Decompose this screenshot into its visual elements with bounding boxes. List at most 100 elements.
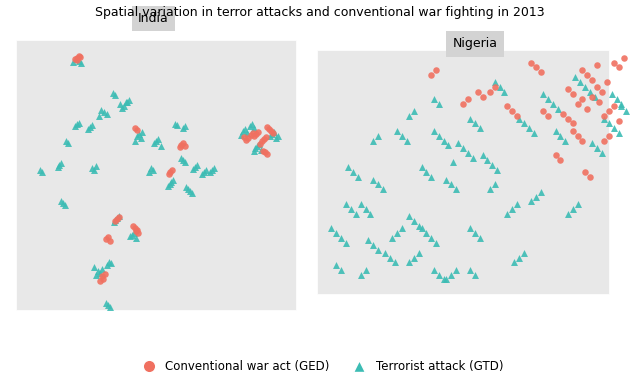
Point — [271, 135, 281, 141]
Point — [477, 93, 488, 100]
Point — [611, 96, 621, 102]
Point — [246, 121, 257, 127]
Point — [253, 129, 264, 135]
Point — [58, 200, 68, 206]
Point — [61, 138, 72, 144]
Point — [63, 140, 74, 146]
Point — [165, 169, 175, 175]
Point — [592, 62, 602, 68]
Point — [372, 181, 383, 188]
Point — [71, 56, 81, 62]
Point — [124, 97, 134, 103]
Point — [114, 214, 124, 220]
Point — [538, 108, 548, 114]
Point — [131, 228, 141, 234]
Point — [451, 186, 461, 192]
Point — [360, 267, 371, 273]
Point — [181, 184, 191, 190]
Point — [390, 259, 400, 266]
Point — [95, 270, 105, 276]
Point — [326, 225, 337, 231]
Point — [119, 103, 129, 109]
Point — [441, 276, 451, 283]
Point — [187, 190, 197, 196]
Point — [102, 262, 112, 269]
Point — [114, 213, 124, 219]
Point — [397, 225, 407, 231]
Point — [331, 230, 341, 236]
Point — [426, 235, 436, 241]
Point — [402, 137, 412, 144]
Point — [372, 247, 383, 253]
Point — [592, 145, 602, 151]
Point — [261, 134, 271, 140]
Point — [70, 56, 80, 62]
Point — [472, 89, 483, 95]
Point — [168, 178, 179, 184]
Point — [106, 261, 116, 267]
Point — [346, 206, 356, 212]
Point — [97, 266, 107, 273]
Point — [76, 59, 86, 66]
Point — [112, 216, 122, 222]
Point — [164, 181, 175, 188]
Point — [524, 125, 534, 132]
Point — [580, 84, 590, 90]
Point — [514, 115, 524, 122]
Point — [484, 186, 495, 192]
Point — [568, 91, 578, 97]
Point — [240, 126, 250, 132]
Point — [336, 267, 346, 273]
Point — [397, 132, 407, 139]
Point — [470, 271, 481, 278]
Point — [37, 169, 47, 175]
Point — [433, 271, 444, 278]
Point — [550, 128, 561, 134]
Point — [577, 67, 588, 73]
Point — [35, 167, 45, 173]
Point — [514, 254, 524, 261]
Point — [519, 120, 529, 127]
Point — [529, 130, 539, 136]
Point — [556, 132, 566, 139]
Point — [487, 162, 497, 168]
Text: Spatial variation in terror attacks and conventional war fighting in 2013: Spatial variation in terror attacks and … — [95, 6, 545, 19]
Point — [580, 169, 590, 175]
Point — [201, 167, 211, 173]
Point — [572, 101, 582, 107]
Point — [490, 84, 500, 90]
Point — [148, 167, 158, 173]
Point — [421, 169, 431, 175]
Point — [575, 79, 585, 85]
Point — [207, 167, 217, 173]
Point — [95, 278, 105, 284]
Point — [441, 176, 451, 183]
Point — [404, 259, 415, 266]
Point — [96, 107, 106, 113]
Point — [121, 99, 131, 105]
Point — [269, 129, 279, 135]
Point — [587, 93, 597, 100]
Point — [599, 115, 609, 122]
Point — [341, 201, 351, 207]
Point — [463, 96, 473, 102]
Point — [543, 96, 554, 102]
Point — [614, 130, 624, 136]
Point — [178, 157, 188, 163]
Point — [131, 235, 141, 242]
Point — [331, 262, 341, 268]
Point — [256, 146, 266, 152]
Point — [74, 119, 84, 125]
Point — [490, 79, 500, 85]
Point — [250, 144, 260, 151]
Point — [536, 189, 546, 195]
Point — [421, 230, 431, 236]
Point — [132, 133, 142, 139]
Point — [531, 64, 541, 71]
Point — [619, 54, 629, 61]
Point — [109, 91, 120, 98]
Point — [404, 113, 415, 119]
Point — [563, 115, 573, 122]
Point — [248, 130, 258, 136]
Point — [248, 125, 259, 131]
